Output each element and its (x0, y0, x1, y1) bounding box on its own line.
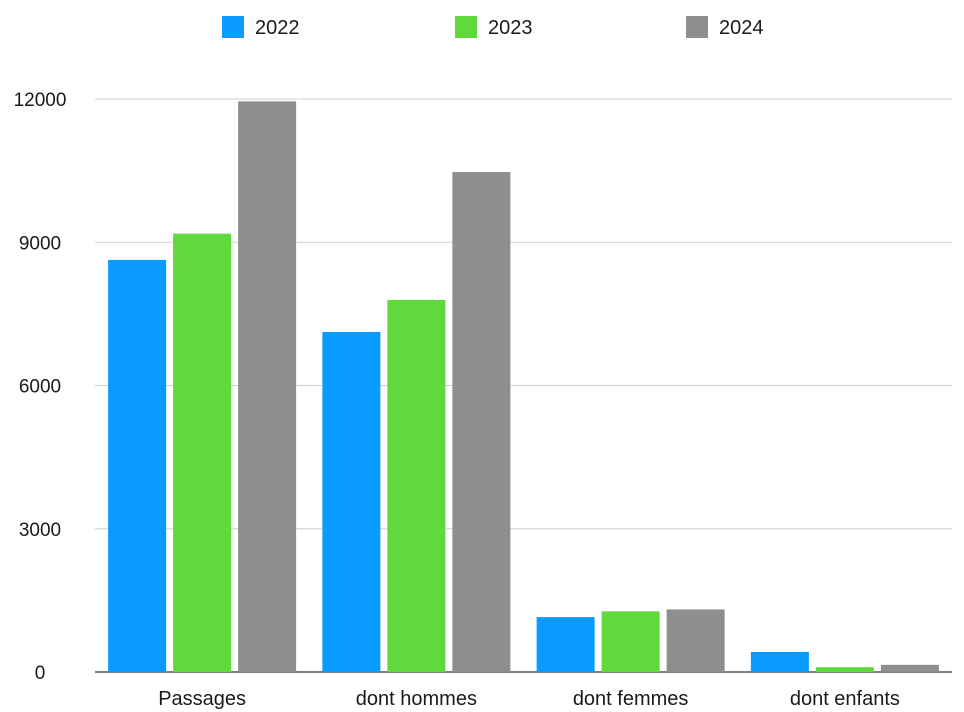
bar-2024-2 (666, 609, 725, 672)
bar-2023-2 (601, 611, 660, 672)
legend-swatch-2022 (222, 16, 244, 38)
bar-2024-3 (880, 664, 939, 672)
legend-label: 2023 (488, 17, 533, 39)
bar-2024-1 (452, 172, 511, 672)
x-category-label: dont femmes (573, 688, 689, 710)
x-axis-categories: Passages dont hommes dont femmes dont enfan… (158, 688, 900, 710)
x-category-label: dont enfants (790, 688, 900, 710)
bar-2022-3 (750, 651, 809, 672)
y-tick-label: 6000 (19, 377, 61, 398)
bars (108, 101, 939, 672)
legend-label: 2022 (255, 17, 300, 39)
bar-2022-2 (536, 617, 595, 672)
y-tick-label: 9000 (19, 233, 61, 254)
x-category-label: dont hommes (356, 688, 477, 710)
y-tick-label: 3000 (19, 520, 61, 541)
legend-swatch-2023 (455, 16, 477, 38)
x-category-label: Passages (158, 688, 246, 710)
legend: 2022 2023 2024 (222, 16, 764, 39)
y-tick-label: 0 (35, 663, 46, 684)
bar-2023-3 (815, 667, 874, 672)
legend-swatch-2024 (686, 16, 708, 38)
bar-2023-0 (173, 233, 232, 672)
y-axis-ticks: 0 3000 6000 9000 12000 (14, 90, 67, 684)
y-tick-label: 12000 (14, 90, 67, 111)
bar-2023-1 (387, 300, 446, 672)
bar-2022-0 (108, 259, 167, 672)
bar-2022-1 (322, 332, 381, 672)
gridlines (95, 98, 952, 673)
legend-label: 2024 (719, 17, 764, 39)
bar-2024-0 (238, 101, 297, 672)
